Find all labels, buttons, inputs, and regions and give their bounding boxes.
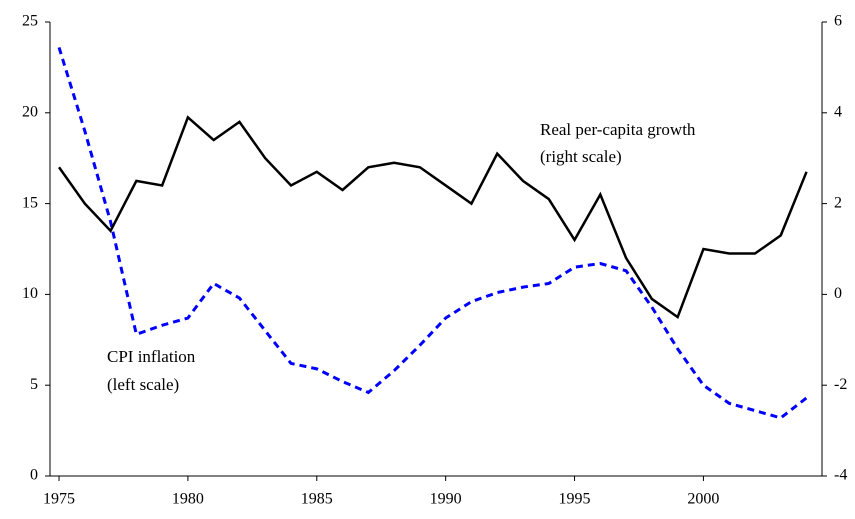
y-tick-label: 10 bbox=[22, 285, 38, 302]
y-tick-label: 20 bbox=[22, 103, 38, 120]
y-tick-label: 0 bbox=[30, 467, 38, 484]
annotation: (right scale) bbox=[540, 147, 622, 166]
annotation: CPI inflation bbox=[107, 347, 196, 366]
y2-tick-label: 6 bbox=[834, 13, 842, 30]
annotation: (left scale) bbox=[107, 375, 179, 394]
x-tick-label: 1980 bbox=[172, 491, 204, 508]
y-tick-label: 5 bbox=[30, 376, 38, 393]
y-tick-label: 15 bbox=[22, 194, 38, 211]
annotation: Real per-capita growth bbox=[540, 120, 696, 139]
y2-tick-label: 2 bbox=[834, 194, 842, 211]
y2-tick-label: 0 bbox=[834, 285, 842, 302]
x-tick-label: 1990 bbox=[430, 491, 462, 508]
series-line bbox=[58, 115, 808, 320]
y-tick-label: 25 bbox=[22, 13, 38, 30]
x-tick-label: 1975 bbox=[43, 491, 75, 508]
x-tick-label: 2000 bbox=[687, 491, 719, 508]
y2-tick-label: 4 bbox=[834, 103, 842, 120]
x-tick-label: 1985 bbox=[301, 491, 333, 508]
x-tick-label: 1995 bbox=[559, 491, 591, 508]
y2-tick-label: -4 bbox=[834, 467, 847, 484]
y2-tick-label: -2 bbox=[834, 376, 847, 393]
